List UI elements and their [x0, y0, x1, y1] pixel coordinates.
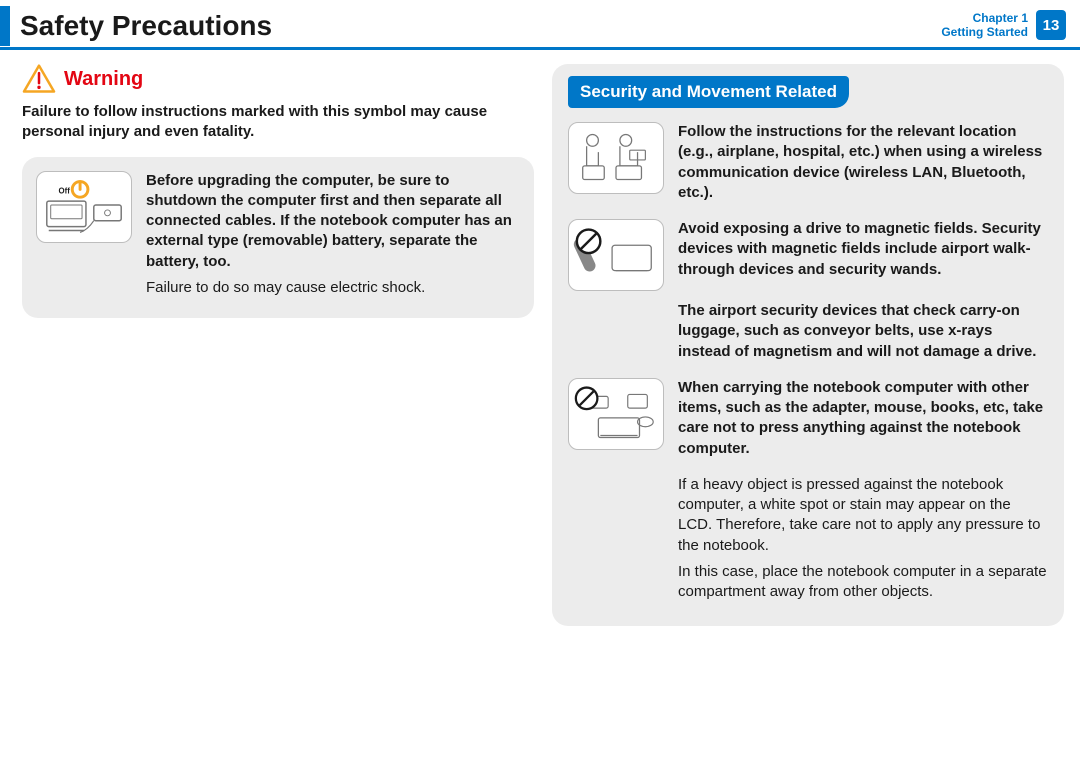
people-seats-icon: [569, 122, 663, 194]
right-item-2b-bold: The airport security devices that check …: [678, 301, 1048, 362]
header-accent-tab: [0, 6, 10, 46]
objects-prohibit-icon: [569, 378, 663, 450]
thumb-slot: Off: [36, 171, 132, 305]
left-item-1-plain: Failure to do so may cause electric shoc…: [146, 278, 520, 298]
chapter-label: Chapter 1: [941, 11, 1028, 25]
thumb-slot: [568, 378, 664, 465]
right-item-3-cont: If a heavy object is pressed against the…: [568, 475, 1048, 609]
wand-prohibit-icon: [569, 219, 663, 291]
content-area: Warning Failure to follow instructions m…: [0, 50, 1080, 626]
right-item-2: Avoid exposing a drive to magnetic field…: [568, 219, 1048, 291]
right-item-3-cont-text: If a heavy object is pressed against the…: [678, 475, 1048, 609]
right-item-1-bold: Follow the instructions for the relevant…: [678, 122, 1048, 203]
right-item-3-p2: In this case, place the notebook compute…: [678, 562, 1048, 603]
right-item-3-text: When carrying the notebook computer with…: [678, 378, 1048, 465]
right-item-1: Follow the instructions for the relevant…: [568, 122, 1048, 209]
magnetic-field-illustration: [568, 219, 664, 291]
left-item-1: Off Before upgrading the com: [36, 171, 520, 305]
left-card: Off Before upgrading the com: [22, 157, 534, 319]
off-label: Off: [59, 186, 71, 195]
thumb-slot: [568, 219, 664, 291]
right-item-2-text: Avoid exposing a drive to magnetic field…: [678, 219, 1048, 291]
right-card: Security and Movement Related: [552, 64, 1064, 626]
shutdown-illustration: Off: [36, 171, 132, 243]
warning-title: Warning: [64, 68, 143, 91]
thumb-slot: [568, 122, 664, 209]
section-title-bar: Security and Movement Related: [568, 76, 849, 108]
page-header: Safety Precautions Chapter 1 Getting Sta…: [0, 0, 1080, 50]
chapter-text: Chapter 1 Getting Started: [941, 11, 1028, 40]
airplane-hospital-illustration: [568, 122, 664, 194]
left-item-1-bold: Before upgrading the computer, be sure t…: [146, 171, 520, 272]
right-item-2-bold: Avoid exposing a drive to magnetic field…: [678, 219, 1048, 280]
right-item-2b: The airport security devices that check …: [568, 301, 1048, 368]
laptop-off-icon: Off: [37, 171, 131, 243]
right-item-2b-text: The airport security devices that check …: [678, 301, 1048, 368]
right-item-3-bold: When carrying the notebook computer with…: [678, 378, 1048, 459]
warning-triangle-icon: [22, 64, 56, 94]
left-column: Warning Failure to follow instructions m…: [22, 64, 534, 626]
thumb-slot-empty: [568, 301, 664, 368]
carrying-items-illustration: [568, 378, 664, 450]
section-label: Getting Started: [941, 25, 1028, 39]
chapter-block: Chapter 1 Getting Started 13: [941, 6, 1066, 40]
thumb-slot-empty: [568, 475, 664, 609]
left-item-1-text: Before upgrading the computer, be sure t…: [146, 171, 520, 305]
warning-intro-text: Failure to follow instructions marked wi…: [22, 102, 534, 143]
warning-header: Warning: [22, 64, 534, 94]
page-title: Safety Precautions: [20, 6, 941, 42]
page-number-badge: 13: [1036, 10, 1066, 40]
right-column: Security and Movement Related: [552, 64, 1064, 626]
right-item-3: When carrying the notebook computer with…: [568, 378, 1048, 465]
right-item-1-text: Follow the instructions for the relevant…: [678, 122, 1048, 209]
right-item-3-p1: If a heavy object is pressed against the…: [678, 475, 1048, 556]
